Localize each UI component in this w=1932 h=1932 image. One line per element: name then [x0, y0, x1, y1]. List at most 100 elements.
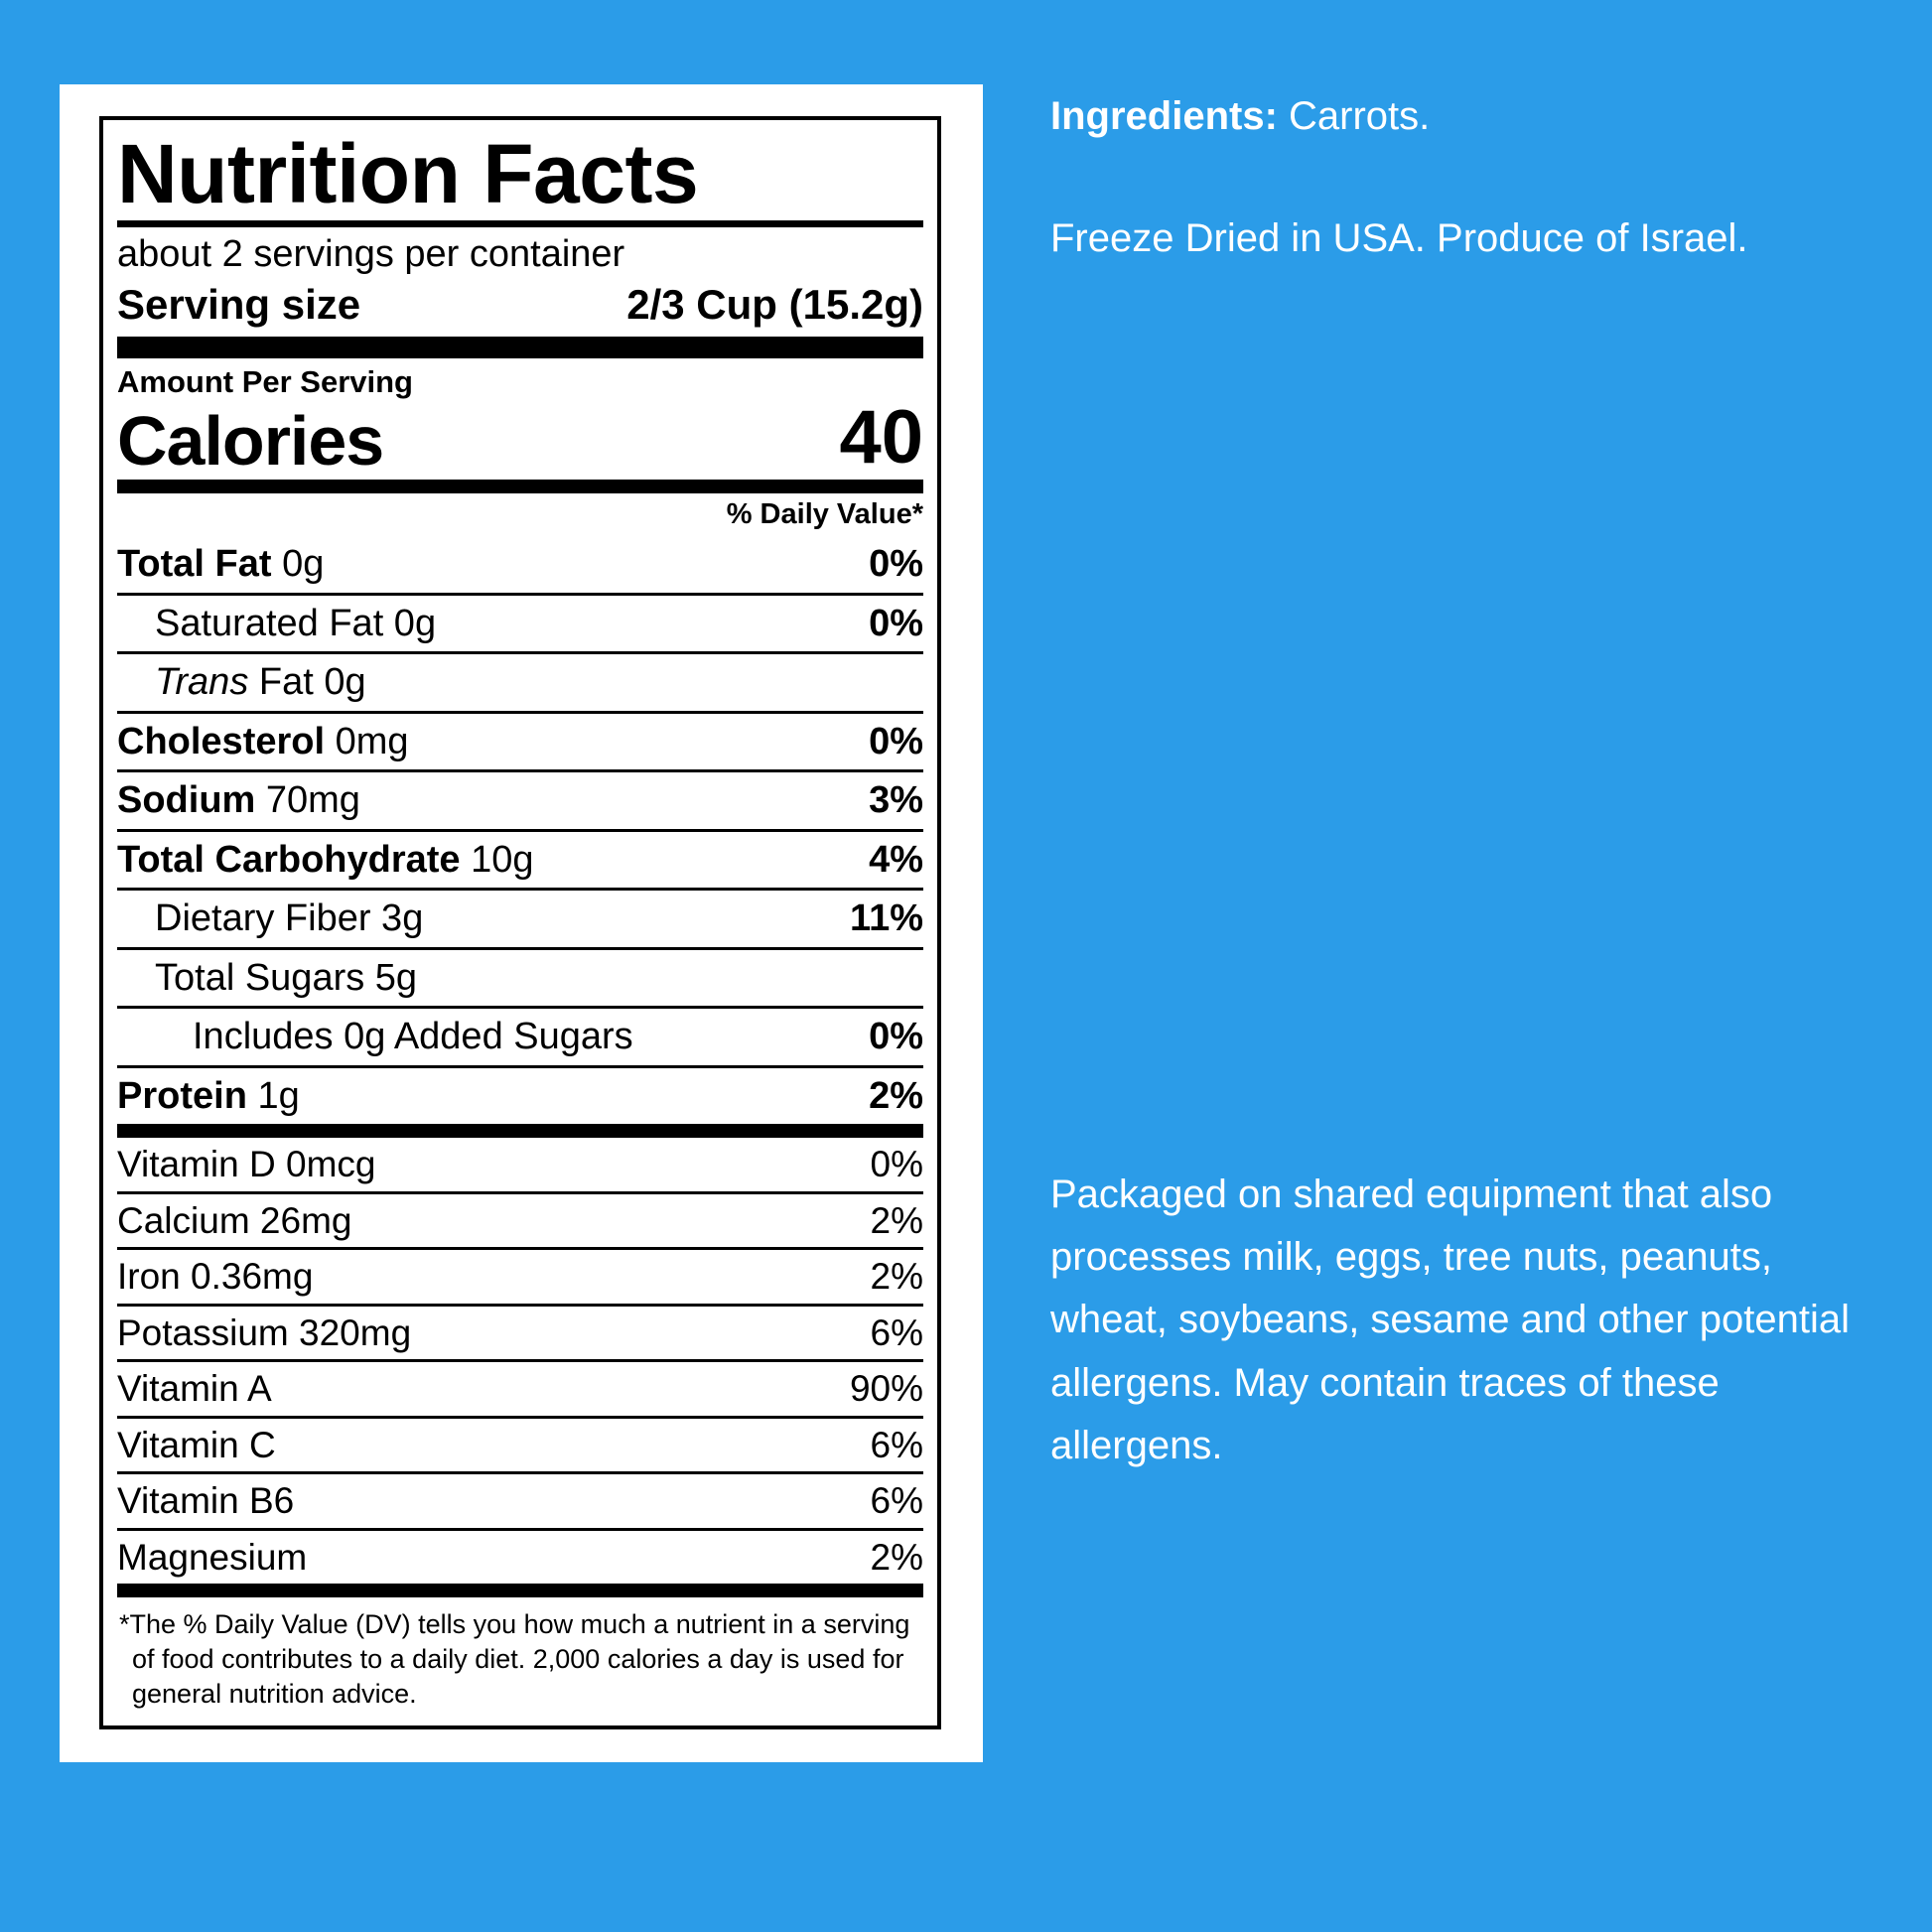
nutrient-row: Includes 0g Added Sugars 0% — [117, 1009, 923, 1065]
origin-statement: Freeze Dried in USA. Produce of Israel. — [1050, 216, 1748, 260]
vitamin-percent: 0% — [870, 1144, 923, 1185]
nutrient-name-text: Sodium — [117, 779, 256, 822]
nutrient-percent: 0% — [869, 542, 923, 585]
divider-vitamin-row — [117, 1415, 923, 1419]
nutrient-name-text: Total Sugars — [155, 956, 365, 999]
nutrient-name-text: Total Carbohydrate — [117, 838, 461, 881]
nutrient-percent: 0% — [869, 720, 923, 762]
vitamin-name: Vitamin B6 — [117, 1480, 295, 1522]
nutrient-percent: 0% — [869, 602, 923, 644]
nutrition-facts-title: Nutrition Facts — [117, 127, 699, 220]
divider-vitamin-row — [117, 1247, 923, 1251]
product-info-column: Ingredients: Carrots. Freeze Dried in US… — [1050, 87, 1864, 271]
nutrient-amount: 5g — [364, 956, 418, 999]
vitamin-row: Vitamin B6 6% — [117, 1474, 923, 1527]
nutrient-percent: 2% — [869, 1074, 923, 1117]
ingredients-value: Carrots. — [1277, 94, 1431, 138]
serving-size-value: 2/3 Cup (15.2g) — [626, 280, 923, 328]
divider-vitamin-row — [117, 1190, 923, 1194]
calories-value: 40 — [839, 394, 923, 480]
divider-nutrient-row — [117, 592, 923, 596]
nutrient-row: Total Fat 0g 0% — [117, 536, 923, 593]
nutrient-amount: 0mg — [325, 720, 409, 762]
vitamin-name: Vitamin C — [117, 1424, 276, 1465]
nutrient-name: Dietary Fiber 3g — [155, 897, 423, 940]
nutrient-name-text: Total Fat — [117, 542, 272, 585]
vitamin-name: Vitamin D 0mcg — [117, 1144, 376, 1185]
vitamin-row: Iron 0.36mg 2% — [117, 1250, 923, 1303]
nutrient-row: Protein 1g 2% — [117, 1068, 923, 1125]
divider-vitamin-row — [117, 1471, 923, 1475]
nutrient-name: Protein 1g — [117, 1075, 300, 1118]
servings-per-container: about 2 servings per container — [117, 232, 625, 275]
vitamin-percent: 6% — [870, 1480, 923, 1522]
amount-per-serving-label: Amount Per Serving — [117, 363, 413, 399]
nutrient-name: Sodium 70mg — [117, 779, 360, 822]
nutrient-name: Total Fat 0g — [117, 543, 324, 586]
divider-vitamin-row — [117, 1359, 923, 1363]
vitamin-percent: 6% — [870, 1424, 923, 1465]
nutrient-row: Trans Fat 0g — [117, 654, 923, 711]
nutrient-name: Total Sugars 5g — [155, 957, 417, 1000]
daily-value-footnote: *The % Daily Value (DV) tells you how mu… — [119, 1608, 910, 1710]
divider-under-title — [117, 219, 923, 227]
nutrient-name-text: Includes 0g Added Sugars — [193, 1016, 633, 1058]
vitamin-name: Magnesium — [117, 1536, 308, 1578]
divider-under-calories — [117, 479, 923, 493]
vitamin-row: Calcium 26mg 2% — [117, 1194, 923, 1247]
divider-nutrient-row — [117, 828, 923, 832]
allergen-statement: Packaged on shared equipment that also p… — [1050, 1173, 1850, 1467]
nutrient-percent: 11% — [850, 897, 923, 940]
nutrient-row: Dietary Fiber 3g 11% — [117, 891, 923, 947]
nutrient-name: Saturated Fat 0g — [155, 603, 436, 645]
vitamin-name: Iron 0.36mg — [117, 1256, 314, 1298]
vitamin-list: Vitamin D 0mcg 0% Calcium 26mg 2% Iron 0.36m… — [117, 1138, 923, 1584]
nutrient-amount: Fat 0g — [248, 661, 366, 704]
divider-vitamin-row — [117, 1527, 923, 1531]
divider-nutrient-row — [117, 1006, 923, 1010]
nutrient-amount: 10g — [460, 838, 534, 881]
vitamin-percent: 6% — [870, 1311, 923, 1353]
nutrient-percent: 3% — [869, 779, 923, 822]
divider-thick-top — [117, 336, 923, 358]
nutrient-row: Total Carbohydrate 10g 4% — [117, 832, 923, 889]
divider-nutrient-row — [117, 1064, 923, 1068]
divider-nutrient-row — [117, 888, 923, 892]
nutrient-name-text: Dietary Fiber — [155, 897, 371, 940]
divider-under-protein — [117, 1124, 923, 1139]
divider-nutrient-row — [117, 651, 923, 655]
serving-size-row: Serving size 2/3 Cup (15.2g) — [117, 279, 923, 337]
nutrient-name: Trans Fat 0g — [155, 661, 366, 704]
nutrient-name-text: Protein — [117, 1074, 247, 1117]
nutrient-name-text: Saturated Fat — [155, 602, 384, 644]
ingredients-line: Ingredients: Carrots. — [1050, 87, 1864, 145]
nutrient-amount: 3g — [370, 897, 424, 940]
nutrient-amount: 70mg — [255, 779, 360, 822]
nutrient-amount: 1g — [246, 1074, 300, 1117]
nutrient-amount: 0g — [383, 602, 437, 644]
calories-label: Calories — [117, 401, 384, 480]
vitamin-row: Potassium 320mg 6% — [117, 1307, 923, 1359]
divider-vitamin-row — [117, 1303, 923, 1307]
nutrient-row: Cholesterol 0mg 0% — [117, 714, 923, 770]
vitamin-row: Vitamin A 90% — [117, 1362, 923, 1415]
divider-nutrient-row — [117, 946, 923, 950]
vitamin-percent: 2% — [870, 1199, 923, 1241]
serving-size-label: Serving size — [117, 280, 361, 328]
vitamin-row: Vitamin D 0mcg 0% — [117, 1138, 923, 1190]
vitamin-name: Potassium 320mg — [117, 1311, 412, 1353]
nutrient-list: Total Fat 0g 0% Saturated Fat 0g 0% Trans Fa… — [117, 536, 923, 1124]
nutrient-row: Sodium 70mg 3% — [117, 772, 923, 829]
nutrient-name: Cholesterol 0mg — [117, 721, 409, 763]
calories-row: Calories 40 — [117, 394, 923, 480]
nutrient-percent: 0% — [869, 1016, 923, 1058]
nutrient-name-text: Cholesterol — [117, 720, 326, 762]
vitamin-percent: 2% — [870, 1536, 923, 1578]
nutrition-facts-card: Nutrition Facts about 2 servings per con… — [60, 84, 983, 1762]
ingredients-label: Ingredients: — [1050, 94, 1278, 138]
vitamin-percent: 90% — [849, 1368, 923, 1410]
nutrient-name: Includes 0g Added Sugars — [193, 1016, 633, 1058]
nutrient-row: Total Sugars 5g — [117, 950, 923, 1007]
divider-nutrient-row — [117, 710, 923, 714]
